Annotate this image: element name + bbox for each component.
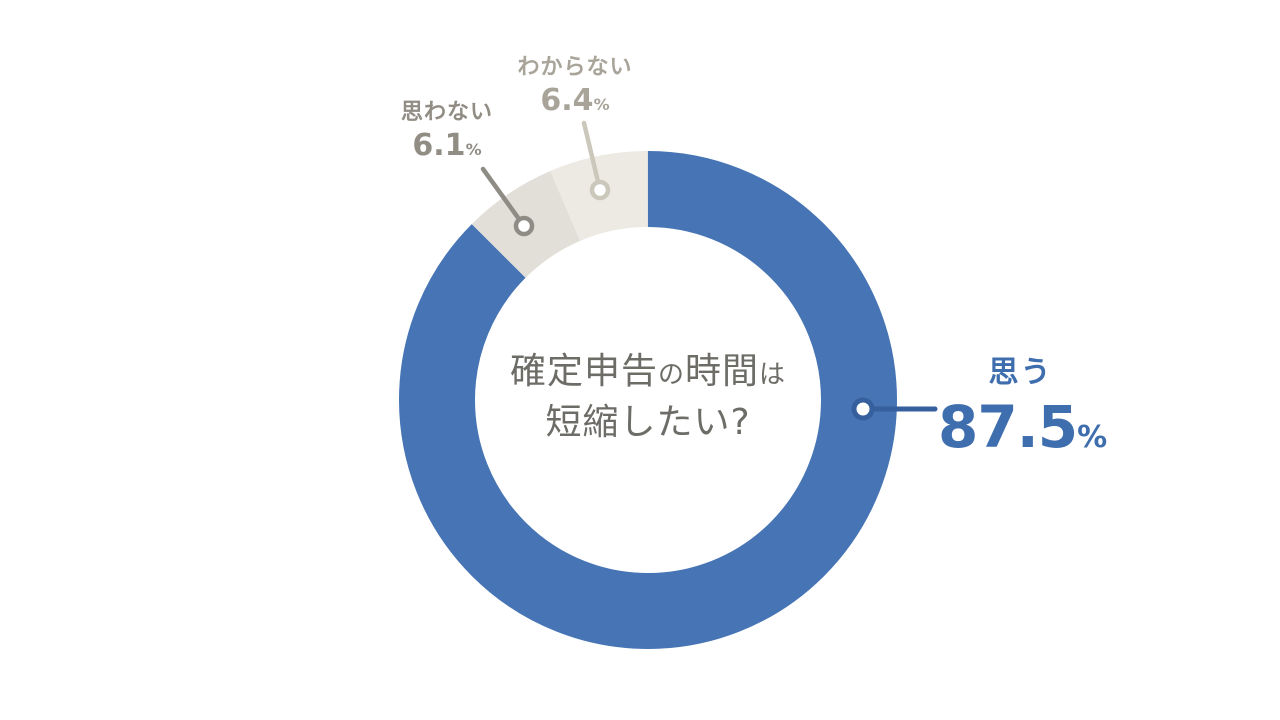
label-omowanai-text: 思わない: [400, 100, 493, 125]
center-title-text: 確定申告: [509, 351, 658, 392]
label-wakaranai-text: わからない: [517, 55, 633, 80]
label-omou: 思う 87.5%: [938, 355, 1107, 457]
label-omou-text: 思う: [988, 355, 1053, 390]
leader-line-omowanai: [480, 166, 527, 229]
label-omowanai: 思わない 6.1%: [377, 102, 517, 161]
label-omou-unit: %: [1077, 420, 1108, 455]
label-omou-value: 87.5: [938, 393, 1078, 461]
leader-dot-omou: [851, 397, 875, 421]
leader-dot-wakaranai: [589, 179, 611, 201]
label-omowanai-value: 6.1: [412, 128, 466, 163]
leader-dot-omowanai: [513, 215, 535, 237]
center-title-text: 時間: [685, 351, 760, 392]
label-wakaranai: わからない 6.4%: [505, 57, 645, 116]
label-wakaranai-value: 6.4: [540, 83, 594, 118]
label-omowanai-unit: %: [465, 140, 482, 159]
center-title-line1: 確定申告の時間は: [448, 348, 848, 399]
center-title-particle: は: [759, 360, 787, 390]
leader-line-wakaranai: [581, 120, 603, 193]
label-wakaranai-unit: %: [593, 95, 610, 114]
center-title-particle: の: [657, 360, 685, 390]
chart-center-title: 確定申告の時間は 短縮したい?: [448, 348, 848, 447]
center-title-line2: 短縮したい?: [545, 402, 751, 443]
